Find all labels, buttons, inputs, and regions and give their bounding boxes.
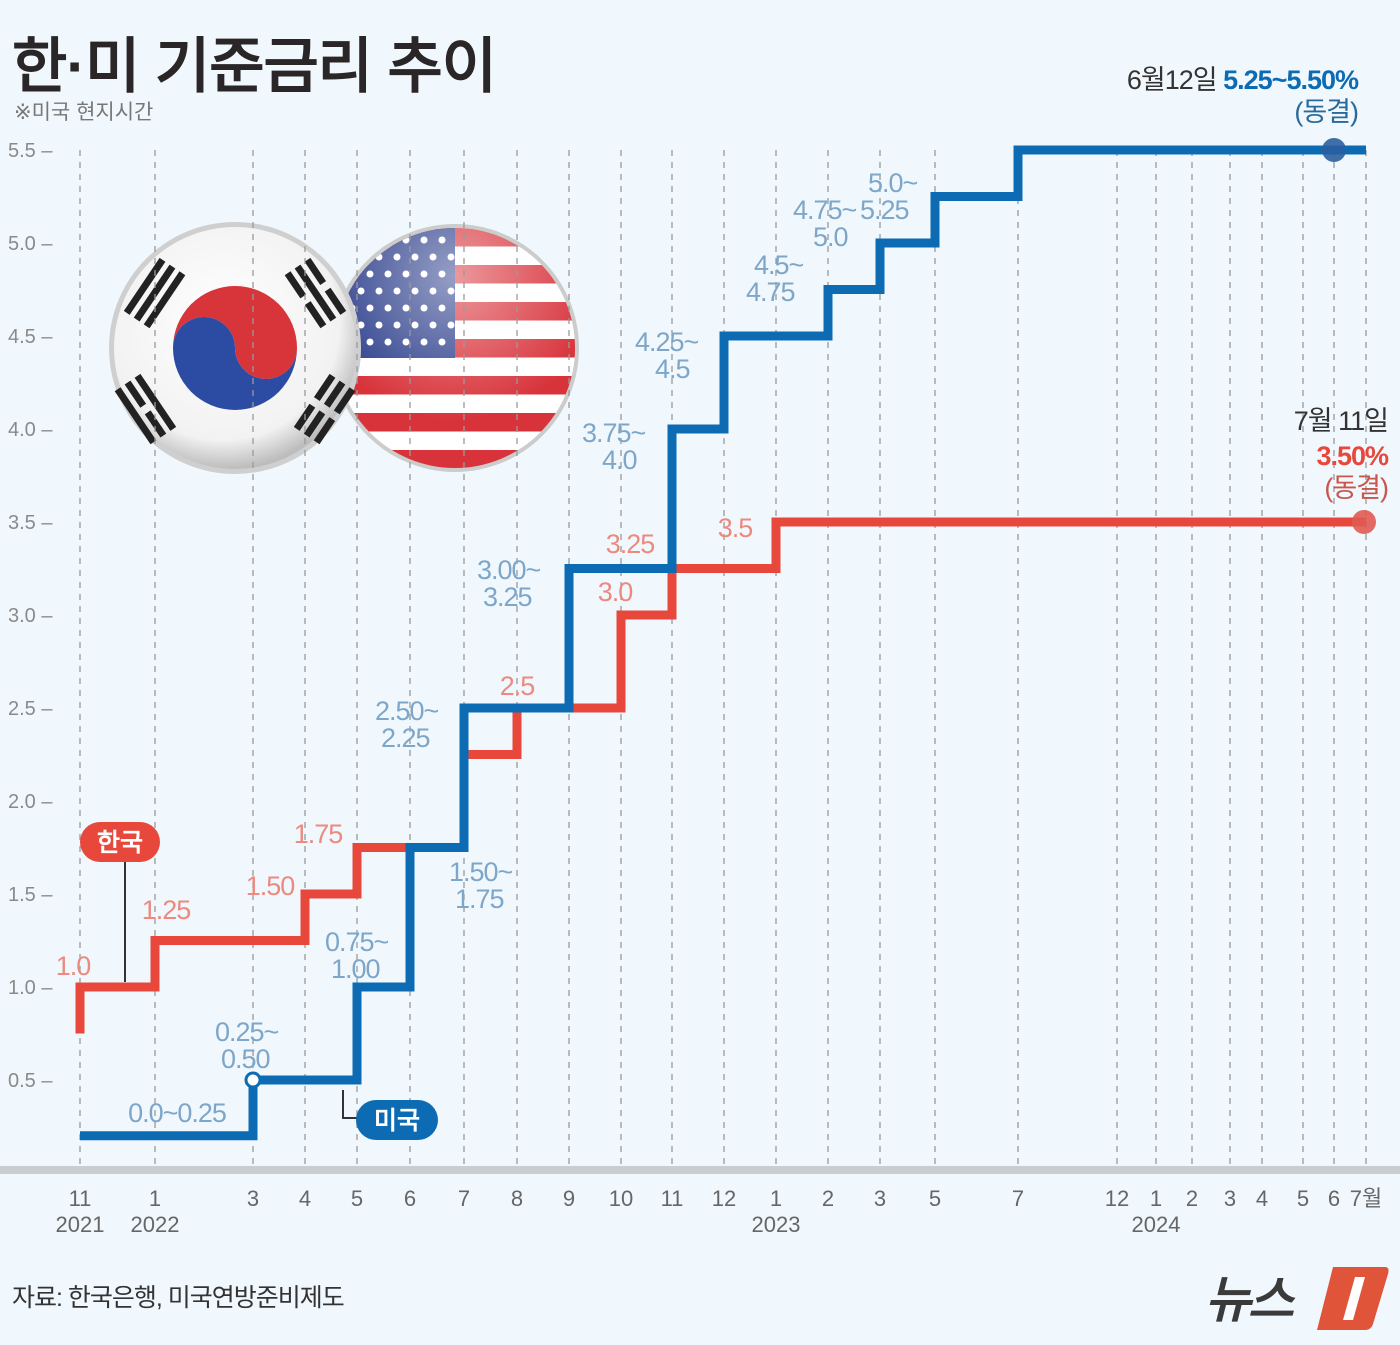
y-tick-label: 3.5 –	[8, 512, 53, 534]
y-tick-label: 2.5 –	[8, 698, 53, 720]
x-tick-label: 4	[1256, 1186, 1268, 1211]
x-year-label: 2022	[131, 1212, 180, 1237]
x-tick-label: 3	[247, 1186, 259, 1211]
source-note: 자료: 한국은행, 미국연방준비제도	[12, 1284, 345, 1312]
korea-rate-label: 3.25	[606, 529, 655, 559]
x-tick-label: 7월	[1350, 1186, 1382, 1211]
legend-us	[356, 1100, 438, 1140]
x-tick-label: 1	[1150, 1186, 1162, 1211]
korea-rate-line	[75, 517, 1366, 1034]
x-tick-label: 2	[822, 1186, 834, 1211]
korea-latest-point	[1352, 510, 1376, 534]
legend-korea-label: 한국	[97, 829, 143, 857]
y-tick-label: 2.0 –	[8, 791, 53, 813]
x-tick-label: 3	[1224, 1186, 1236, 1211]
korea-rate-label: 3.0	[598, 577, 633, 607]
flags-illustration	[109, 222, 579, 474]
korea-rate-label: 1.50	[246, 871, 295, 901]
us-rate-label: 3.75~ 4.0	[582, 418, 646, 475]
subtitle: ※미국 현지시간	[14, 101, 154, 124]
us-rate-label: 2.50~ 2.25	[375, 696, 439, 753]
x-tick-label: 1	[770, 1186, 782, 1211]
us-rate-label: 1.50~ 1.75	[449, 857, 513, 914]
legend-us-label: 미국	[374, 1107, 420, 1135]
x-tick-label: 5	[351, 1186, 363, 1211]
page-title: 한·미 기준금리 추이	[12, 33, 497, 100]
svg-text:뉴스: 뉴스	[1205, 1272, 1296, 1328]
us-rate-label: 0.25~ 0.50	[215, 1017, 279, 1074]
korea-latest-date: 7월 11일	[1294, 406, 1388, 436]
x-tick-label: 8	[511, 1186, 523, 1211]
y-tick-label: 1.5 –	[8, 884, 53, 906]
korea-rate-label: 3.5	[718, 513, 753, 543]
y-tick-label: 1.0 –	[8, 977, 53, 999]
us-latest-value: 5.25~5.50%	[1223, 65, 1359, 95]
us-marker-point	[244, 1071, 262, 1089]
x-tick-label: 12	[712, 1186, 736, 1211]
us-latest-note: (동결)	[1294, 97, 1358, 127]
x-tick-label: 11	[661, 1186, 684, 1211]
x-tick-label: 6	[404, 1186, 416, 1211]
us-rate-line	[80, 145, 1366, 1141]
x-tick-label: 1	[149, 1186, 161, 1211]
legend-korea	[80, 822, 160, 862]
svg-text:6월12일 5.25~5.50%: 6월12일 5.25~5.50%	[1127, 65, 1359, 95]
korea-latest-note: (동결)	[1324, 473, 1388, 503]
y-tick-label: 5.0 –	[8, 233, 53, 255]
x-axis-line	[0, 1166, 1400, 1174]
x-tick-label: 5	[929, 1186, 941, 1211]
y-tick-label: 4.0 –	[8, 419, 53, 441]
x-tick-label: 12	[1105, 1186, 1129, 1211]
korea-rate-label: 1.25	[142, 895, 191, 925]
x-tick-label: 7	[1012, 1186, 1024, 1211]
x-tick-label: 11	[69, 1186, 92, 1211]
korea-flag-icon	[109, 222, 361, 474]
us-rate-label: 3.00~ 3.25	[477, 555, 541, 612]
y-tick-label: 4.5 –	[8, 326, 53, 348]
x-tick-label: 2	[1186, 1186, 1198, 1211]
korea-rate-label: 1.75	[294, 819, 343, 849]
x-tick-label: 9	[563, 1186, 575, 1211]
us-rate-label: 0.75~ 1.00	[325, 927, 389, 984]
korea-latest-value: 3.50%	[1316, 441, 1389, 471]
x-tick-label: 7	[458, 1186, 470, 1211]
korea-rate-label: 1.0	[56, 951, 91, 981]
news1-logo: 뉴스	[1205, 1267, 1389, 1330]
us-flag-icon	[331, 224, 579, 472]
y-tick-label: 3.0 –	[8, 605, 53, 627]
y-tick-label: 0.5 –	[8, 1070, 53, 1092]
us-rate-label: 5.0~ 5.25	[860, 168, 918, 225]
us-rate-label: 0.0~0.25	[128, 1098, 226, 1128]
y-tick-label: 5.5 –	[8, 140, 53, 162]
x-tick-label: 6	[1328, 1186, 1340, 1211]
x-tick-label: 4	[299, 1186, 311, 1211]
x-tick-label: 3	[874, 1186, 886, 1211]
us-latest-date: 6월12일	[1127, 65, 1217, 95]
x-year-label: 2024	[1132, 1212, 1181, 1237]
x-tick-label: 5	[1297, 1186, 1309, 1211]
us-rate-label: 4.75~ 5.0	[793, 195, 857, 252]
us-rate-label: 4.25~ 4.5	[635, 327, 699, 384]
x-year-label: 2023	[752, 1212, 801, 1237]
x-year-label: 2021	[56, 1212, 105, 1237]
x-tick-label: 10	[609, 1186, 633, 1211]
us-latest-point	[1322, 138, 1346, 162]
us-rate-label: 4.5~ 4.75	[746, 250, 804, 307]
korea-rate-label: 2.5	[500, 671, 535, 701]
